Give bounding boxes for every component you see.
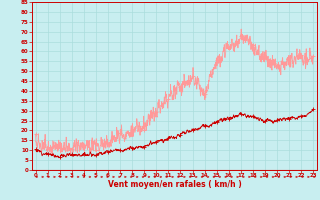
X-axis label: Vent moyen/en rafales ( km/h ): Vent moyen/en rafales ( km/h ) [108,180,241,189]
